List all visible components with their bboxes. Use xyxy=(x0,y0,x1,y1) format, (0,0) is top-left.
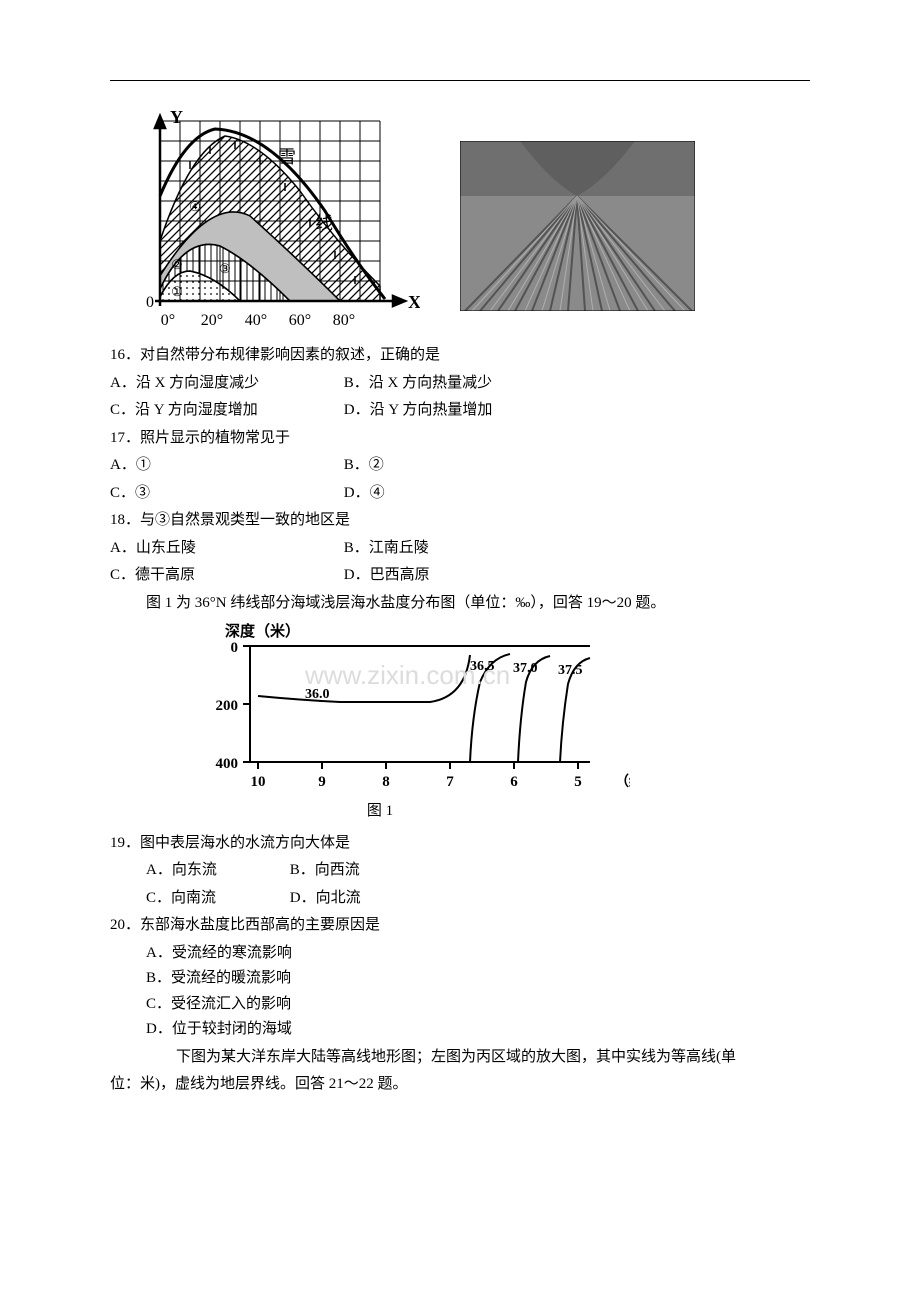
intro-21-22-a: 下图为某大洋东岸大陆等高线地形图；左图为丙区域的放大图，其中实线为等高线(单 xyxy=(110,1045,810,1071)
q20-stem: 20．东部海水盐度比西部高的主要原因是 xyxy=(110,913,810,939)
svg-text:5: 5 xyxy=(574,774,582,790)
svg-text:40°: 40° xyxy=(245,312,267,329)
q18-opt-c: C．德干高原 xyxy=(110,563,340,589)
q19-opts-row1: A．向东流 B．向西流 xyxy=(110,858,810,884)
q20-opt-a: A．受流经的寒流影响 xyxy=(146,941,810,967)
q16-opt-b: B．沿 X 方向热量减少 xyxy=(344,371,492,397)
chart-salinity: 深度（米） 0 200 400 10 9 8 7 6 5 （经度） xyxy=(170,622,630,825)
q19-stem: 19．图中表层海水的水流方向大体是 xyxy=(110,831,810,857)
q18-opt-d: D．巴西高原 xyxy=(344,563,430,589)
q18-opt-b: B．江南丘陵 xyxy=(344,536,429,562)
q19-opt-b: B．向西流 xyxy=(290,858,360,884)
svg-text:线: 线 xyxy=(315,213,333,233)
svg-text:Y: Y xyxy=(170,111,183,127)
header-rule xyxy=(110,80,810,81)
q17-stem: 17．照片显示的植物常见于 xyxy=(110,426,810,452)
svg-text:0°: 0° xyxy=(161,312,175,329)
svg-text:①: ① xyxy=(171,284,183,299)
svg-text:（经度）: （经度） xyxy=(615,773,630,790)
svg-text:8: 8 xyxy=(382,774,390,790)
svg-text:0: 0 xyxy=(146,294,154,311)
svg-text:0: 0 xyxy=(231,640,239,656)
q20-opt-d: D．位于较封闭的海域 xyxy=(146,1017,810,1043)
svg-text:37.5: 37.5 xyxy=(558,663,583,678)
q16-opt-c: C．沿 Y 方向湿度增加 xyxy=(110,398,340,424)
watermark-text: www.zixin.com.cn xyxy=(304,660,510,690)
q19-opt-c: C．向南流 xyxy=(146,886,286,912)
svg-text:10: 10 xyxy=(251,774,266,790)
svg-text:③: ③ xyxy=(219,261,231,276)
q17-opt-a: A．① xyxy=(110,453,340,479)
q20-opt-c: C．受径流汇入的影响 xyxy=(146,992,810,1018)
q19-opt-a: A．向东流 xyxy=(146,858,286,884)
tree-roots-photo xyxy=(460,141,695,311)
svg-text:9: 9 xyxy=(318,774,326,790)
svg-text:200: 200 xyxy=(216,698,239,714)
q20-opt-b: B．受流经的暖流影响 xyxy=(146,966,810,992)
q19-opt-d: D．向北流 xyxy=(290,886,361,912)
chart2-title: 深度（米） xyxy=(225,622,300,640)
q17-opt-b: B．② xyxy=(344,453,384,479)
q16-opt-d: D．沿 Y 方向热量增加 xyxy=(344,398,493,424)
chart-biome-zones: Y X ① ② ③ ④ 雪 线 0 0° 20° 40° 60° 80° xyxy=(130,111,420,331)
svg-text:20°: 20° xyxy=(201,312,223,329)
svg-text:6: 6 xyxy=(510,774,518,790)
q18-opts-row2: C．德干高原 D．巴西高原 xyxy=(110,563,810,589)
chart2-caption: 图 1 xyxy=(170,799,590,825)
svg-text:X: X xyxy=(408,292,420,312)
svg-text:雪: 雪 xyxy=(278,147,296,167)
q16-opts-row1: A．沿 X 方向湿度减少 B．沿 X 方向热量减少 xyxy=(110,371,810,397)
figures-row: Y X ① ② ③ ④ 雪 线 0 0° 20° 40° 60° 80° xyxy=(130,111,810,331)
q16-opt-a: A．沿 X 方向湿度减少 xyxy=(110,371,340,397)
q17-opt-c: C．③ xyxy=(110,481,340,507)
q17-opt-d: D．④ xyxy=(344,481,385,507)
svg-text:60°: 60° xyxy=(289,312,311,329)
q19-opts-row2: C．向南流 D．向北流 xyxy=(110,886,810,912)
svg-text:④: ④ xyxy=(189,199,201,214)
svg-text:400: 400 xyxy=(216,756,239,772)
svg-text:37.0: 37.0 xyxy=(513,661,538,676)
q16-stem: 16．对自然带分布规律影响因素的叙述，正确的是 xyxy=(110,343,810,369)
q18-stem: 18．与③自然景观类型一致的地区是 xyxy=(110,508,810,534)
intro-19-20: 图 1 为 36°N 纬线部分海域浅层海水盐度分布图（单位：‰），回答 19～2… xyxy=(110,591,810,617)
q17-opts-row2: C．③ D．④ xyxy=(110,481,810,507)
svg-text:80°: 80° xyxy=(333,312,355,329)
intro-21-22-b: 位：米)，虚线为地层界线。回答 21～22 题。 xyxy=(110,1072,810,1098)
q16-opts-row2: C．沿 Y 方向湿度增加 D．沿 Y 方向热量增加 xyxy=(110,398,810,424)
svg-text:②: ② xyxy=(171,257,183,272)
svg-text:7: 7 xyxy=(446,774,454,790)
q18-opts-row1: A．山东丘陵 B．江南丘陵 xyxy=(110,536,810,562)
q17-opts-row1: A．① B．② xyxy=(110,453,810,479)
q18-opt-a: A．山东丘陵 xyxy=(110,536,340,562)
